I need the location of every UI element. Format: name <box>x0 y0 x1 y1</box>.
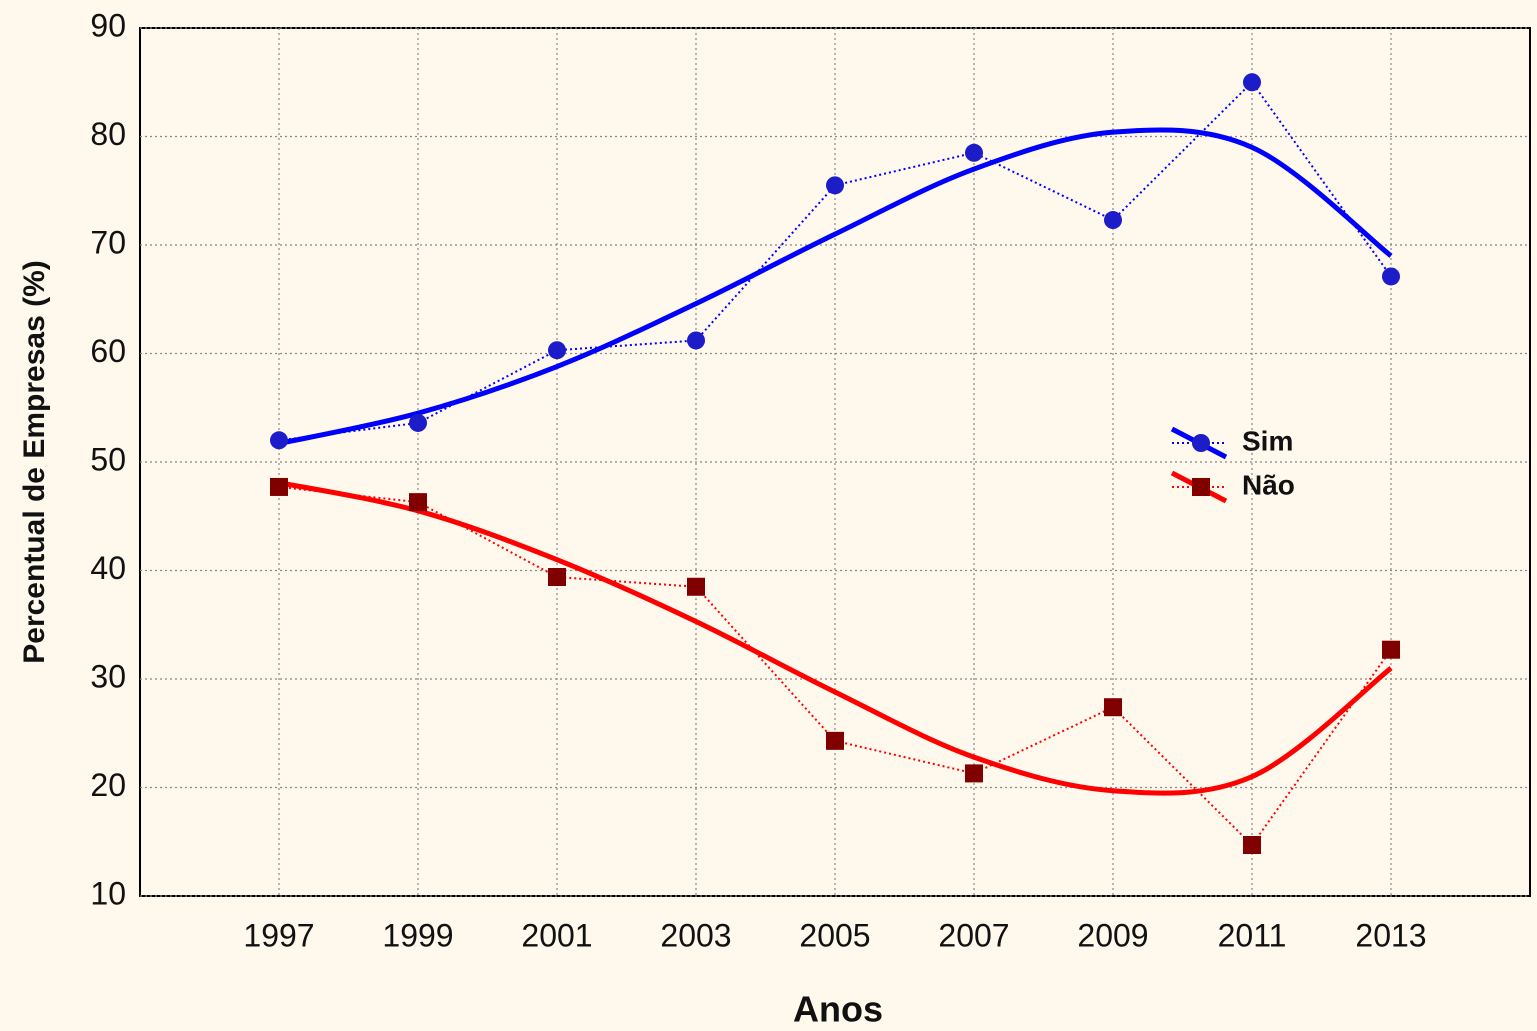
marker <box>1104 211 1122 230</box>
y-tick-label: 10 <box>90 875 126 911</box>
y-tick-label: 80 <box>90 116 126 152</box>
marker <box>687 331 705 350</box>
legend-label: Sim <box>1242 425 1293 456</box>
data-line <box>278 485 1392 847</box>
y-axis-label: Percentual de Empresas (%) <box>18 260 51 664</box>
marker <box>826 176 844 195</box>
x-axis-label: Anos <box>793 989 883 1030</box>
marker <box>548 568 566 587</box>
x-tick-label: 2013 <box>1355 917 1426 953</box>
y-tick-label: 60 <box>90 333 126 369</box>
marker <box>548 341 566 360</box>
x-tick-label: 2005 <box>799 917 870 953</box>
marker <box>270 431 288 450</box>
marker <box>965 143 983 162</box>
x-tick-label: 2009 <box>1077 917 1148 953</box>
y-tick-label: 70 <box>90 224 126 260</box>
trend-line <box>278 480 1393 796</box>
legend-marker <box>1192 478 1210 496</box>
x-tick-label: 2003 <box>660 917 731 953</box>
marker <box>1104 698 1122 717</box>
y-tick-label: 40 <box>90 550 126 586</box>
trend-line <box>278 127 1393 446</box>
x-tick-label: 1999 <box>382 917 453 953</box>
marker <box>826 731 844 750</box>
marker <box>1382 267 1400 286</box>
marker <box>1243 73 1261 92</box>
x-tick-label: 2007 <box>938 917 1009 953</box>
marker <box>687 577 705 596</box>
y-tick-label: 90 <box>90 7 126 43</box>
legend-label: Não <box>1242 469 1295 500</box>
y-tick-label: 50 <box>90 441 126 477</box>
marker <box>1243 836 1261 855</box>
marker <box>965 764 983 783</box>
x-tick-label: 1997 <box>243 917 314 953</box>
y-tick-label: 20 <box>90 767 126 803</box>
marker <box>409 493 427 512</box>
y-tick-label: 30 <box>90 658 126 694</box>
x-tick-label: 2001 <box>521 917 592 953</box>
marker <box>1382 640 1400 659</box>
x-tick-label: 2011 <box>1218 917 1287 953</box>
legend-marker <box>1192 434 1210 452</box>
marker <box>409 413 427 432</box>
marker <box>270 477 288 496</box>
